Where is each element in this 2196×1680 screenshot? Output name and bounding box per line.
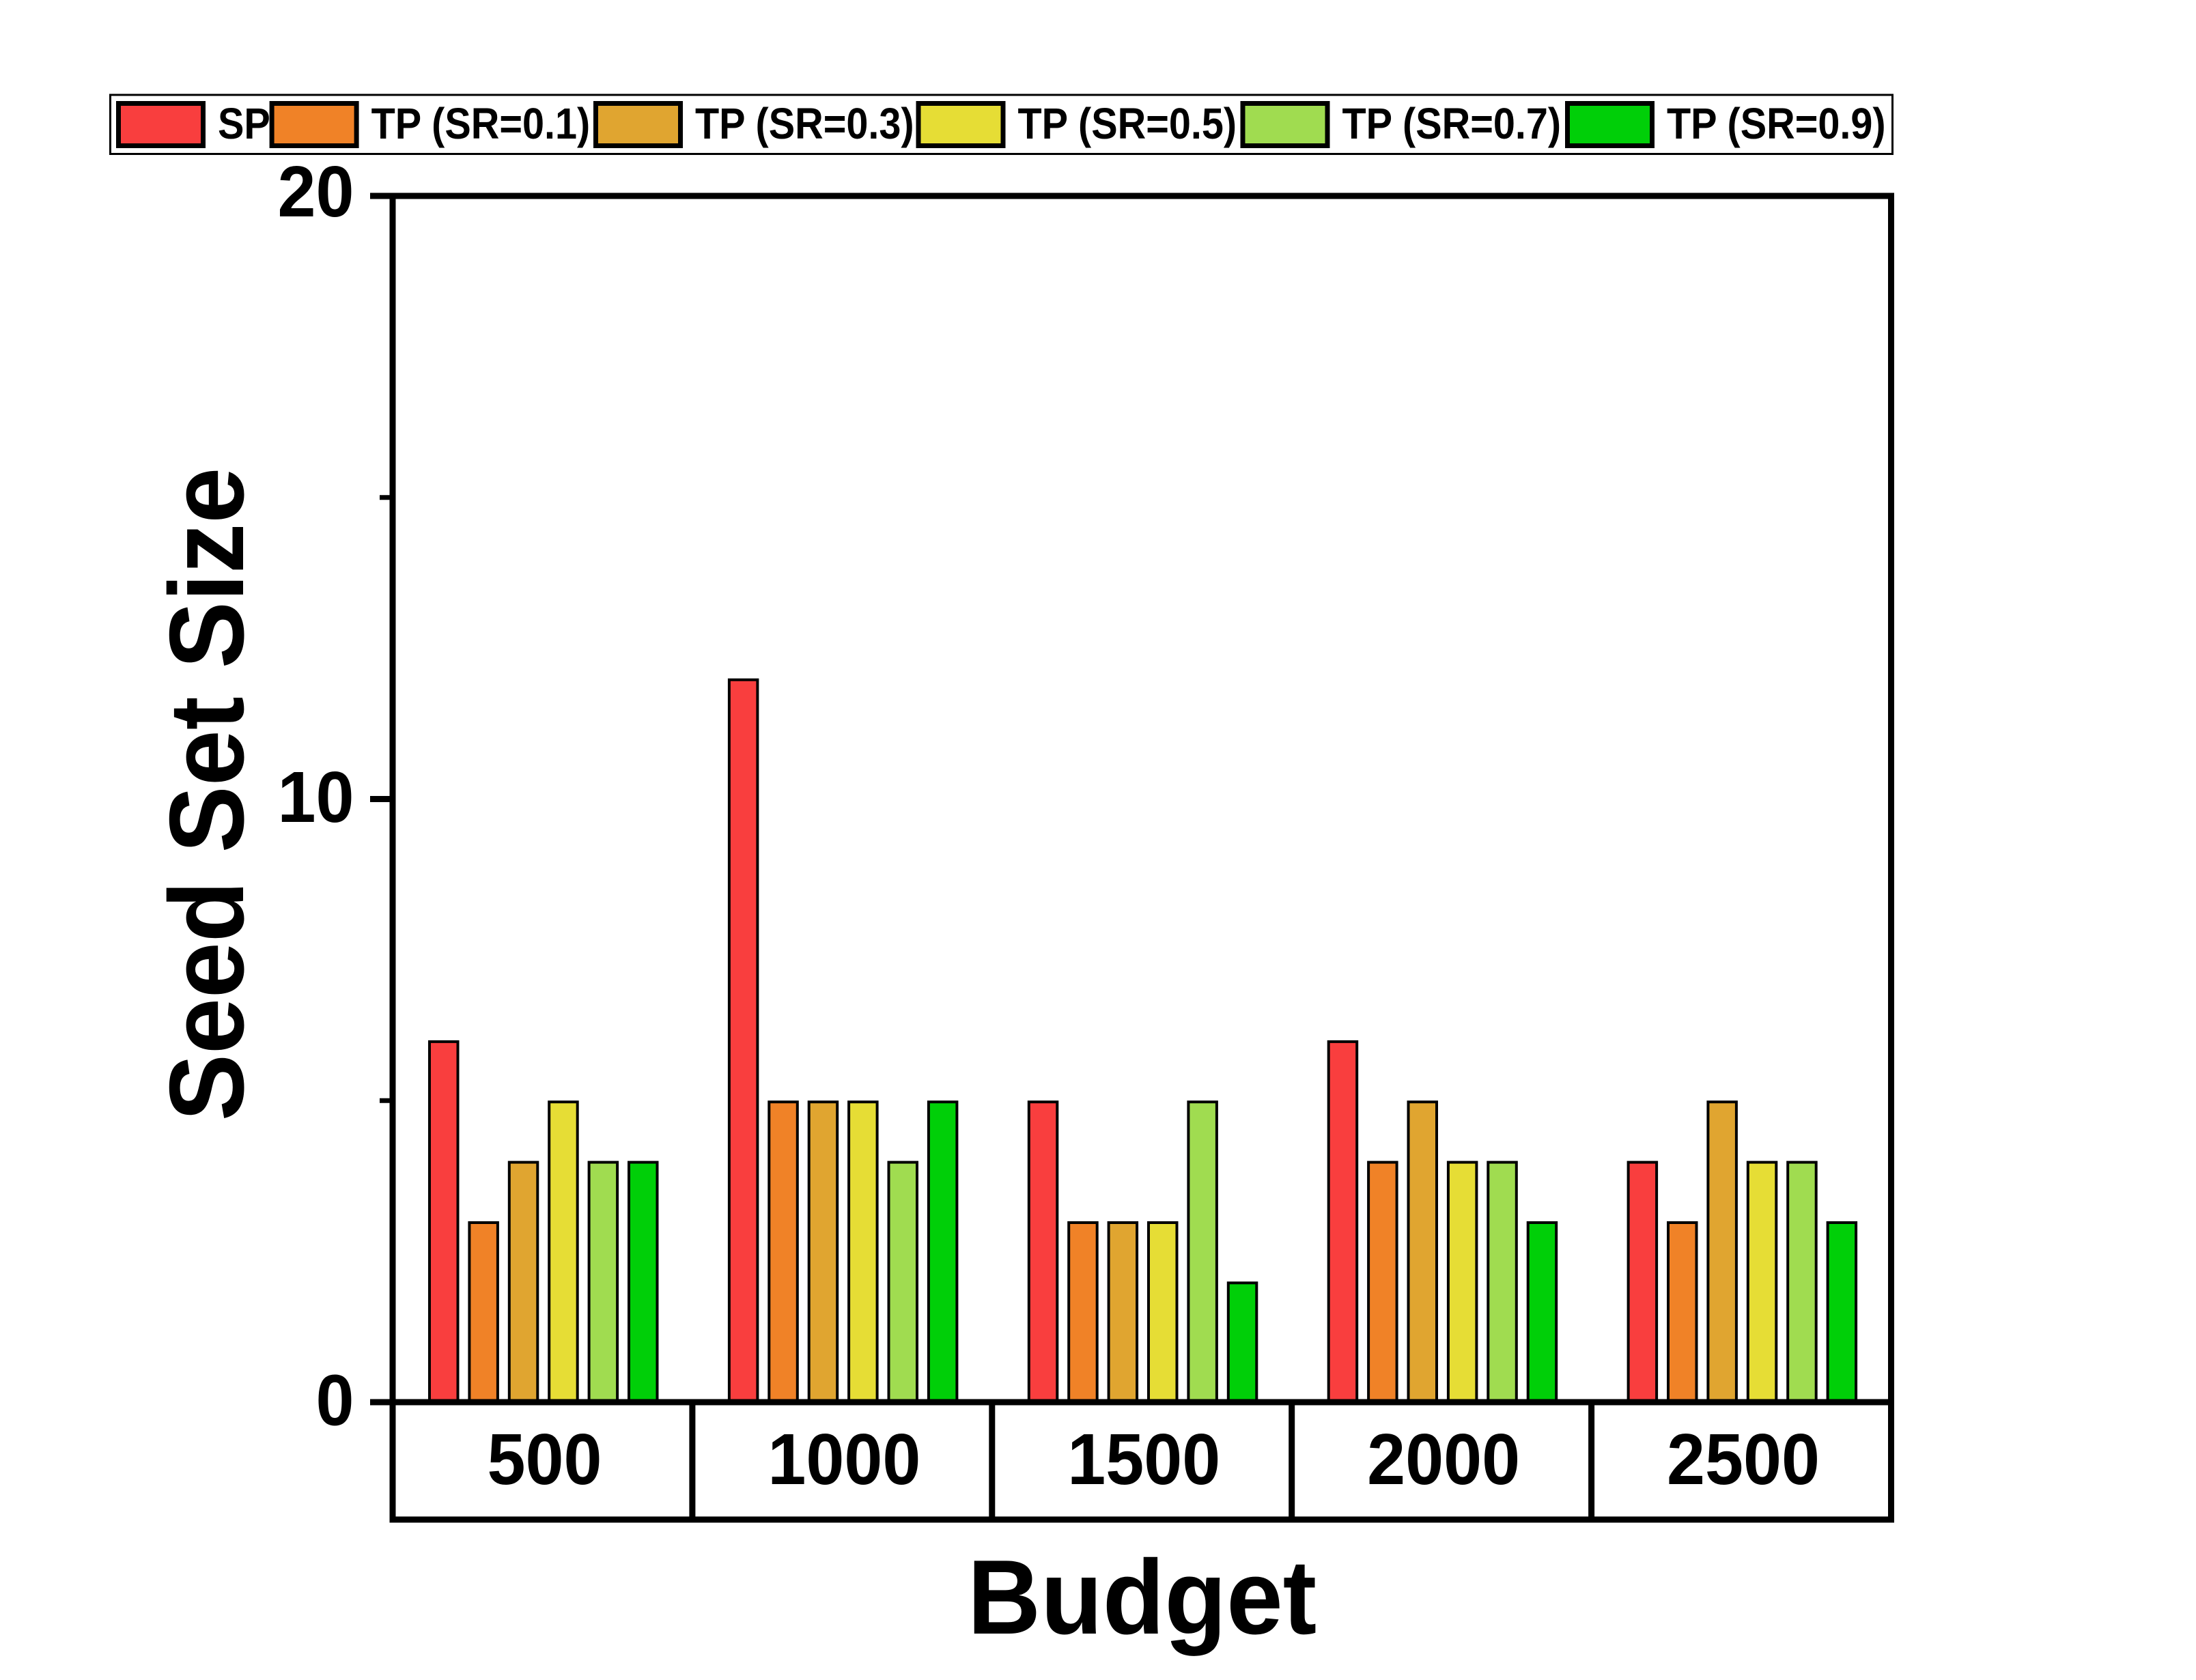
svg-text:TP (SR=0.9): TP (SR=0.9) [1667, 99, 1886, 147]
svg-text:20: 20 [277, 151, 354, 232]
svg-text:TP (SR=0.3): TP (SR=0.3) [695, 99, 914, 147]
svg-text:TP (SR=0.1): TP (SR=0.1) [371, 99, 591, 147]
svg-text:10: 10 [277, 756, 354, 838]
svg-text:Budget: Budget [968, 1539, 1317, 1657]
svg-text:Seed Set Size: Seed Set Size [148, 468, 266, 1121]
svg-text:TP (SR=0.7): TP (SR=0.7) [1342, 99, 1562, 147]
svg-text:1000: 1000 [768, 1419, 920, 1500]
svg-text:1500: 1500 [1067, 1419, 1220, 1500]
svg-text:0: 0 [315, 1359, 354, 1440]
svg-text:2000: 2000 [1367, 1419, 1520, 1500]
svg-text:2500: 2500 [1667, 1419, 1820, 1500]
svg-text:SP: SP [218, 99, 270, 147]
svg-text:TP (SR=0.5): TP (SR=0.5) [1018, 99, 1237, 147]
svg-text:500: 500 [487, 1419, 602, 1500]
